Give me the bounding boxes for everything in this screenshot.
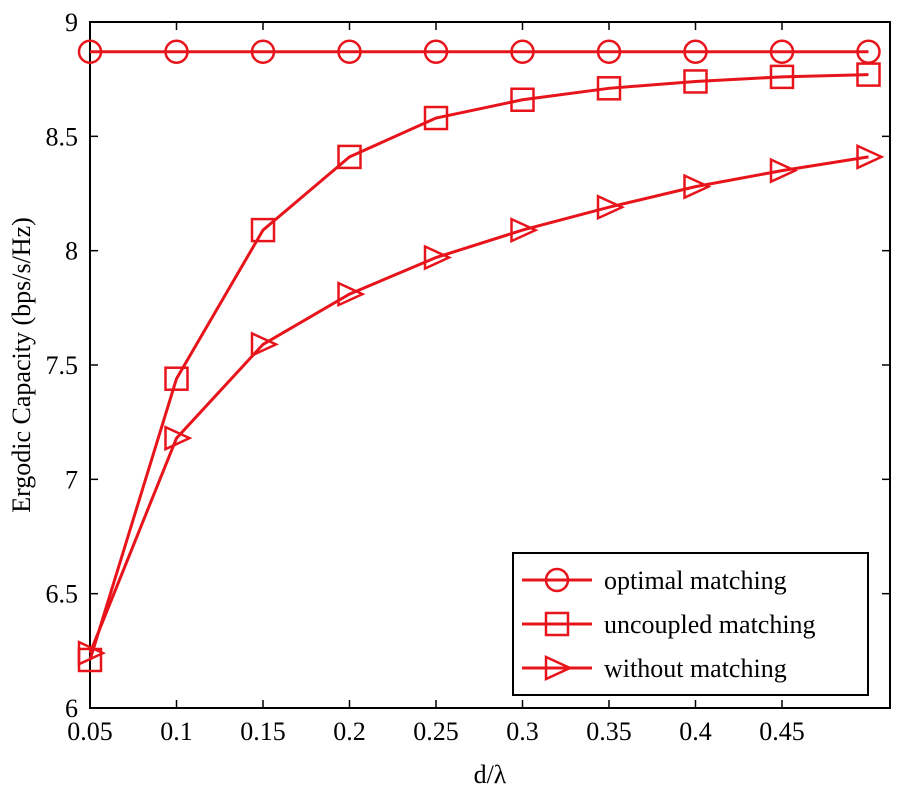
y-tick-label: 6 xyxy=(65,694,78,723)
data-point xyxy=(510,87,535,112)
data-point xyxy=(337,144,362,170)
y-tick-label: 8 xyxy=(65,237,78,266)
data-point xyxy=(683,39,708,64)
data-point xyxy=(683,173,712,200)
x-tick-label: 0.35 xyxy=(586,717,632,746)
data-point xyxy=(856,62,881,87)
x-tick-label: 0.2 xyxy=(333,717,366,746)
data-point xyxy=(769,157,799,184)
data-point xyxy=(164,366,189,391)
y-tick-label: 7.5 xyxy=(46,351,79,380)
axis-ticks: 0.05 0.1 0.15 0.2 0.25 0.3 0.35 0.4 0.45 6 6.5 7 7.5… xyxy=(46,8,890,746)
data-point xyxy=(77,640,107,667)
legend: optimal matching uncoupled matching withou… xyxy=(512,552,869,696)
x-tick-label: 0.05 xyxy=(67,717,113,746)
x-axis-title: d/λ xyxy=(474,760,507,789)
data-point xyxy=(423,105,449,131)
data-point xyxy=(769,39,795,64)
y-tick-label: 9 xyxy=(65,8,78,37)
data-point xyxy=(164,39,189,64)
data-point xyxy=(856,143,885,170)
data-point xyxy=(510,217,539,244)
series-line xyxy=(88,155,869,654)
series-triangle-right xyxy=(77,143,885,667)
x-tick-label: 0.25 xyxy=(413,717,459,746)
y-tick-label: 7 xyxy=(65,465,78,494)
legend-marker xyxy=(544,655,574,681)
legend-label: optimal matching xyxy=(604,566,787,595)
data-point xyxy=(596,76,622,101)
legend-marker xyxy=(544,611,570,637)
series-circle xyxy=(77,39,881,64)
data-point xyxy=(683,69,708,94)
data-point xyxy=(250,331,280,358)
legend-label: without matching xyxy=(604,654,787,683)
data-point xyxy=(164,425,193,452)
data-point xyxy=(769,64,795,90)
data-point xyxy=(423,39,449,64)
x-tick-label: 0.4 xyxy=(679,717,712,746)
y-tick-label: 8.5 xyxy=(46,122,79,151)
series-line xyxy=(88,73,869,661)
data-point xyxy=(510,39,535,64)
data-point xyxy=(337,39,362,64)
legend-items: optimal matching uncoupled matching withou… xyxy=(522,566,816,683)
legend-label: uncoupled matching xyxy=(604,610,816,639)
x-tick-label: 0.45 xyxy=(759,717,805,746)
y-tick-label: 6.5 xyxy=(46,580,79,609)
data-point xyxy=(250,217,276,243)
legend-marker xyxy=(544,567,570,593)
x-tick-label: 0.3 xyxy=(506,717,539,746)
data-point xyxy=(77,39,103,64)
y-axis-title: Ergodic Capacity (bps/s/Hz) xyxy=(7,217,36,513)
data-point xyxy=(596,39,622,64)
series-square xyxy=(77,62,881,673)
data-point xyxy=(423,244,453,271)
data-point xyxy=(250,39,276,64)
data-point xyxy=(596,194,626,221)
x-tick-label: 0.15 xyxy=(240,717,286,746)
data-point xyxy=(337,281,366,308)
x-tick-label: 0.1 xyxy=(160,717,193,746)
series-layer xyxy=(77,39,885,673)
